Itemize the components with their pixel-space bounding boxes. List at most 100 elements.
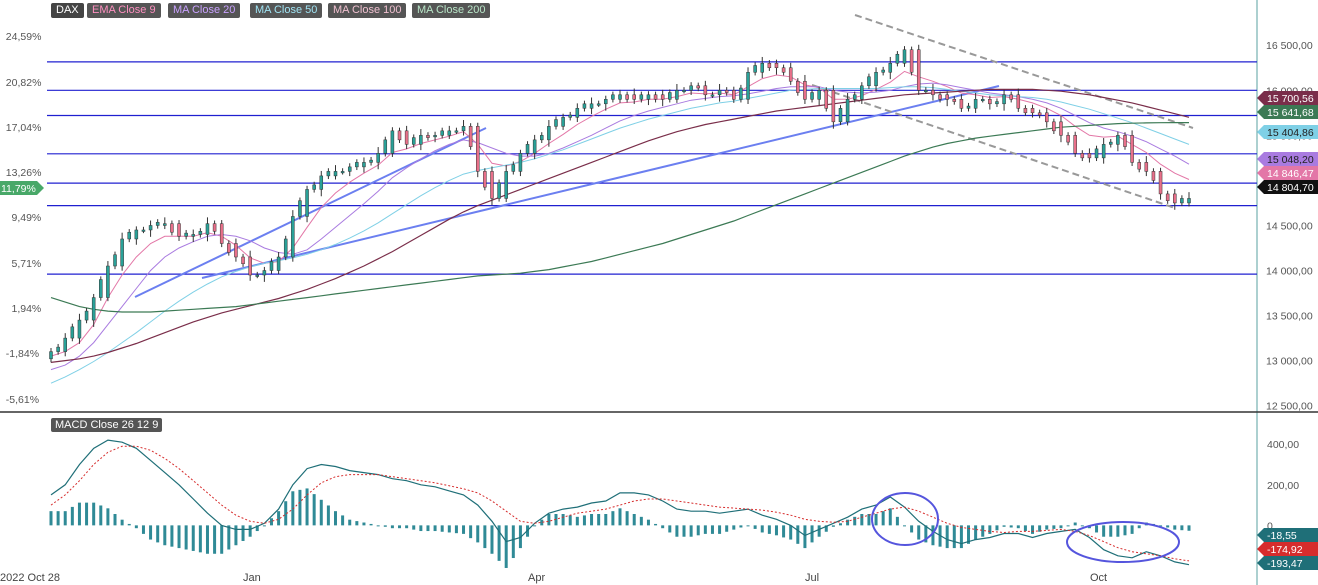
legend-ma-close-50[interactable]: MA Close 50 — [250, 3, 323, 18]
macd-histogram-bar — [533, 525, 537, 527]
macd-histogram-bar — [483, 525, 487, 549]
legend-dax[interactable]: DAX — [51, 3, 84, 18]
macd-histogram-bar — [1123, 525, 1127, 536]
candle-body — [717, 90, 722, 96]
channel-upper-dashed — [854, 14, 1194, 129]
percent-axis-tick: 17,04% — [6, 122, 42, 134]
macd-histogram-bar — [1173, 525, 1177, 530]
macd-histogram-bar — [99, 505, 103, 526]
candle-body — [333, 171, 338, 177]
candle-body — [1144, 162, 1149, 172]
macd-histogram-bar — [1023, 525, 1027, 532]
macd-histogram-bar — [376, 525, 380, 527]
macd-histogram-bar — [810, 525, 814, 543]
price-tag-label: 15 641,68 — [1267, 107, 1314, 119]
price-tag — [1257, 91, 1318, 105]
macd-histogram-bar — [547, 514, 551, 526]
candle-body — [134, 229, 139, 240]
macd-histogram-bar — [362, 522, 366, 526]
price-tag — [1257, 180, 1318, 194]
candle-body — [1009, 94, 1013, 100]
candle-body — [397, 130, 402, 141]
candle-body — [1130, 135, 1134, 163]
price-tag-label: 14 804,70 — [1267, 182, 1314, 194]
candle-body — [433, 135, 437, 138]
candle-body — [611, 94, 615, 100]
candle-body — [63, 337, 67, 352]
candle-body — [525, 144, 530, 154]
macd-histogram-bar — [1166, 525, 1170, 528]
macd-histogram-bar — [462, 525, 466, 534]
candle-body — [1087, 153, 1092, 159]
candle-body — [127, 231, 131, 240]
candle-body — [283, 238, 288, 258]
macd-histogram-bar — [326, 505, 330, 526]
candle-body — [604, 99, 608, 105]
candle-body — [724, 90, 729, 93]
candle-body — [803, 81, 807, 100]
macd-histogram-bar — [604, 514, 608, 526]
candle-body — [1158, 171, 1163, 195]
macd-histogram-bar — [981, 525, 985, 537]
candle-body — [554, 119, 558, 127]
candle-body — [312, 184, 316, 190]
macd-histogram-bar — [710, 525, 714, 534]
macd-histogram-bar — [390, 525, 394, 529]
candle-body — [788, 67, 793, 82]
candle-body — [1073, 135, 1077, 154]
candle-body — [120, 238, 124, 267]
candle-body — [824, 90, 829, 109]
candle-body — [248, 256, 252, 276]
percent-axis-tick: 13,26% — [6, 167, 42, 179]
legend-ma-close-100[interactable]: MA Close 100 — [328, 3, 407, 18]
candle-body — [931, 90, 935, 96]
candle-body — [113, 254, 117, 267]
price-tag-label: 15 404,86 — [1267, 127, 1314, 139]
candle-body — [909, 49, 914, 73]
candle-body — [404, 130, 409, 145]
macd-histogram-bar — [782, 525, 786, 538]
price-axis-tick: 13 500,00 — [1266, 311, 1313, 323]
legend-ma-close-20[interactable]: MA Close 20 — [168, 3, 241, 18]
candle-body — [575, 108, 580, 118]
annotation-ellipse — [1066, 521, 1180, 563]
candle-body — [817, 90, 821, 100]
candle-body — [148, 225, 153, 231]
macd-histogram-bar — [817, 525, 821, 537]
candle-body — [355, 162, 359, 168]
candle-body — [1002, 94, 1006, 105]
macd-value-label: -174,92 — [1267, 544, 1303, 556]
macd-histogram-bar — [63, 511, 67, 526]
candle-body — [625, 94, 629, 100]
macd-histogram-bar — [1031, 525, 1035, 534]
macd-histogram-bar — [227, 525, 231, 550]
macd-histogram-bar — [149, 525, 153, 540]
candle-body — [860, 85, 864, 100]
candle-body — [924, 90, 928, 93]
macd-axis-tick: 400,00 — [1267, 439, 1299, 451]
macd-histogram-bar — [931, 525, 935, 546]
x-axis-tick: 2022 Oct 28 — [0, 572, 60, 584]
candle-body — [973, 99, 978, 109]
candle-body — [845, 99, 850, 123]
percent-axis-tick: 5,71% — [12, 258, 42, 270]
candle-body — [710, 94, 715, 97]
candle-body — [1045, 112, 1049, 123]
macd-histogram-bar — [220, 525, 224, 554]
candle-body — [668, 92, 672, 100]
candle-body — [988, 99, 992, 105]
candle-body — [732, 90, 736, 100]
legend-ma-close-200[interactable]: MA Close 200 — [412, 3, 491, 18]
macd-histogram-bar — [646, 519, 650, 526]
legend-ema-close-9[interactable]: EMA Close 9 — [87, 3, 161, 18]
candle-body — [1173, 193, 1177, 204]
candle-body — [376, 153, 380, 163]
candle-body — [504, 171, 508, 199]
macd-histogram-bar — [419, 525, 423, 532]
macd-histogram-bar — [262, 525, 266, 527]
macd-histogram-bar — [1059, 525, 1063, 529]
candle-body — [888, 63, 893, 73]
macd-histogram-bar — [127, 523, 131, 526]
candle-body — [1101, 144, 1106, 159]
trendline-rising — [134, 127, 487, 298]
